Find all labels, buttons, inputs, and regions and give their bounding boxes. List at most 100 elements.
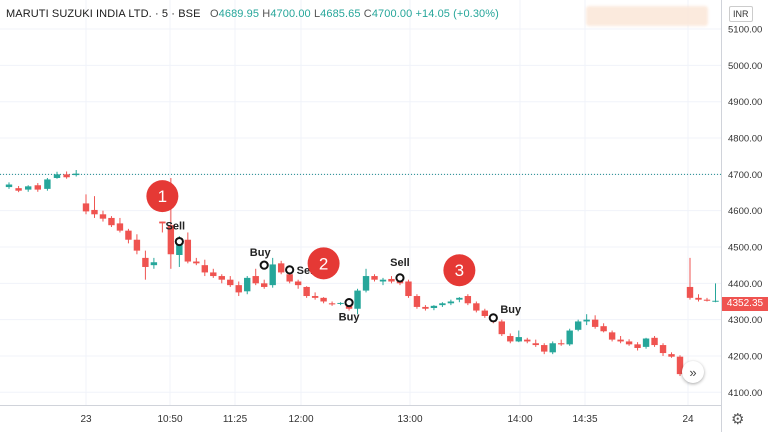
candle-body bbox=[371, 276, 378, 280]
y-tick-label: 4100.00 bbox=[728, 388, 762, 399]
candle-body bbox=[422, 306, 429, 309]
candle-body bbox=[712, 300, 719, 302]
candle-body bbox=[634, 344, 641, 348]
candle-body bbox=[99, 214, 107, 219]
candle-body bbox=[532, 343, 539, 346]
candle-body bbox=[277, 263, 285, 273]
interval-label[interactable]: 5 bbox=[161, 8, 169, 20]
buy-label: Buy bbox=[250, 247, 272, 259]
candle-body bbox=[252, 276, 259, 284]
currency-label[interactable]: INR bbox=[729, 6, 753, 22]
candle-body bbox=[430, 305, 438, 309]
candle-body bbox=[176, 238, 183, 255]
time-axis-border bbox=[0, 405, 722, 406]
candle-body bbox=[676, 356, 684, 375]
buy-label: Buy bbox=[500, 304, 522, 316]
candle-body bbox=[668, 354, 675, 357]
candle-body bbox=[566, 330, 573, 345]
annotation-number: 1 bbox=[158, 187, 167, 206]
sell-label: Sell bbox=[390, 257, 410, 269]
candle-body bbox=[617, 339, 624, 342]
price-axis-border bbox=[721, 0, 722, 432]
buy-marker bbox=[488, 313, 498, 323]
close-label: C bbox=[363, 8, 372, 20]
scroll-to-realtime-button[interactable]: » bbox=[682, 361, 704, 383]
candle-body bbox=[651, 337, 658, 346]
candle-body bbox=[184, 239, 192, 262]
x-tick-label: 12:00 bbox=[288, 414, 313, 425]
candle-body bbox=[695, 297, 702, 300]
candle-body bbox=[82, 203, 90, 212]
candle-body bbox=[574, 321, 582, 330]
candle-body bbox=[142, 257, 149, 267]
low-label: L bbox=[313, 8, 321, 20]
candle-body bbox=[362, 276, 370, 291]
candle-body bbox=[549, 343, 556, 353]
candle-body bbox=[133, 239, 141, 251]
y-tick-label: 4400.00 bbox=[728, 279, 762, 290]
sell-marker bbox=[285, 265, 295, 275]
candle-body bbox=[354, 290, 361, 309]
y-tick-label: 5000.00 bbox=[728, 61, 762, 72]
high-value: 4700.00 bbox=[270, 8, 311, 20]
exchange-label: BSE bbox=[178, 8, 201, 20]
candle-body bbox=[337, 302, 344, 304]
candle-body bbox=[303, 286, 310, 297]
candle-body bbox=[44, 179, 51, 189]
gear-icon[interactable]: ⚙ bbox=[731, 411, 745, 428]
candle-body bbox=[320, 297, 327, 302]
candle-body bbox=[686, 286, 694, 298]
double-chevron-right-icon: » bbox=[689, 364, 697, 380]
blurred-watermark bbox=[586, 6, 708, 26]
x-tick-label: 10:50 bbox=[157, 414, 182, 425]
y-tick-label: 4300.00 bbox=[728, 315, 762, 326]
buy-marker bbox=[344, 297, 354, 308]
candle-body bbox=[210, 272, 217, 277]
candle-body bbox=[558, 343, 565, 345]
annotation-circle bbox=[443, 254, 476, 287]
candle-body bbox=[269, 264, 276, 286]
candle-body bbox=[388, 278, 395, 282]
annotation-circle bbox=[307, 247, 340, 280]
candle-body bbox=[53, 174, 61, 178]
candle-body bbox=[73, 173, 80, 176]
candle-body bbox=[405, 281, 412, 297]
candle-body bbox=[201, 265, 208, 273]
candle-body bbox=[294, 281, 302, 286]
x-tick-label: 14:00 bbox=[507, 414, 532, 425]
candle-body bbox=[524, 339, 531, 342]
candle-body bbox=[464, 296, 472, 304]
symbol-header: MARUTI SUZUKI INDIA LTD. · 5 · BSE O4689… bbox=[6, 8, 499, 20]
candle-body bbox=[703, 299, 711, 301]
high-label: H bbox=[262, 8, 271, 20]
symbol-name[interactable]: MARUTI SUZUKI INDIA LTD. bbox=[6, 8, 152, 20]
candle-body bbox=[25, 186, 32, 190]
annotation-circle bbox=[146, 180, 179, 213]
candle-body bbox=[541, 345, 548, 352]
candle-body bbox=[456, 297, 463, 300]
candle-body bbox=[473, 303, 480, 311]
change-value: +14.05 (+0.30%) bbox=[415, 8, 499, 20]
candle-body bbox=[413, 296, 421, 307]
candle-body bbox=[261, 283, 268, 287]
annotation-number: 3 bbox=[455, 261, 464, 280]
low-value: 4685.65 bbox=[320, 8, 361, 20]
y-tick-label: 4800.00 bbox=[728, 134, 762, 145]
candle-body bbox=[311, 296, 319, 298]
candle-body bbox=[193, 261, 200, 264]
y-tick-label: 4200.00 bbox=[728, 351, 762, 362]
separator-dot: · bbox=[154, 8, 159, 20]
candle-body bbox=[447, 301, 455, 304]
x-tick-label: 24 bbox=[682, 414, 694, 425]
candle-body bbox=[608, 332, 616, 340]
candle-body bbox=[91, 209, 98, 215]
candle-body bbox=[159, 221, 166, 224]
candle-body bbox=[591, 319, 599, 327]
y-tick-label: 4600.00 bbox=[728, 206, 762, 217]
candle-body bbox=[625, 341, 633, 345]
candle-body bbox=[218, 276, 225, 280]
y-tick-label: 4700.00 bbox=[728, 170, 762, 181]
open-label: O bbox=[209, 8, 219, 20]
